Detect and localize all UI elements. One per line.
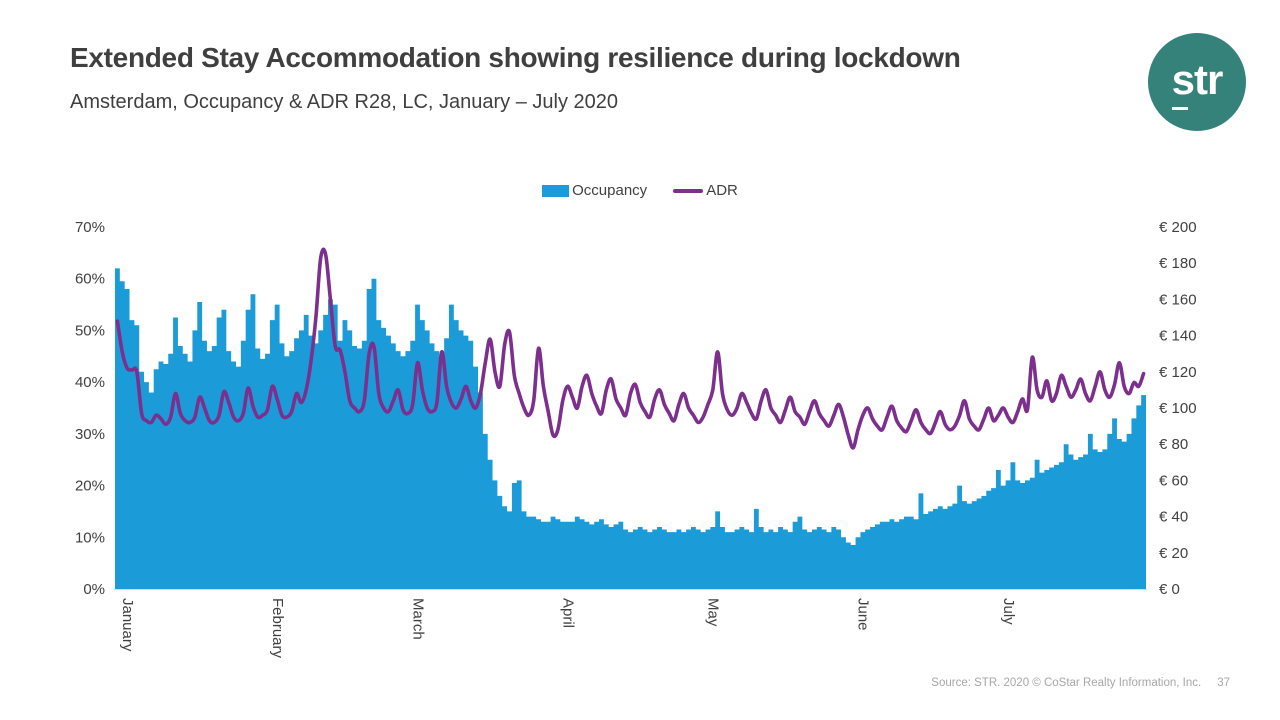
str-logo: str xyxy=(1148,33,1246,131)
x-axis-month-label: May xyxy=(705,598,722,627)
str-logo-text: str xyxy=(1171,56,1224,103)
x-axis-month-label: July xyxy=(1000,598,1017,625)
source-text: Source: STR. 2020 © CoStar Realty Inform… xyxy=(931,677,1202,689)
left-axis-tick-label: 50% xyxy=(75,322,105,339)
legend-adr-label: ADR xyxy=(706,182,738,199)
occupancy-bars-series xyxy=(115,268,1146,589)
right-axis-tick-label: € 100 xyxy=(1159,400,1197,417)
right-axis-tick-label: € 180 xyxy=(1159,255,1197,272)
right-axis-tick-label: € 200 xyxy=(1159,219,1197,236)
left-axis-tick-label: 20% xyxy=(75,478,105,495)
adr-swatch-icon xyxy=(673,188,704,193)
page-number: 37 xyxy=(1217,677,1230,689)
left-axis-tick-label: 30% xyxy=(75,426,105,443)
x-axis-month-label: April xyxy=(560,598,577,628)
x-axis-month-label: March xyxy=(409,598,426,640)
legend-item-adr: ADR xyxy=(673,182,738,199)
right-axis-tick-label: € 80 xyxy=(1159,436,1188,453)
page-subtitle: Amsterdam, Occupancy & ADR R28, LC, Janu… xyxy=(70,91,619,113)
page-title: Extended Stay Accommodation showing resi… xyxy=(70,42,961,73)
left-axis-tick-label: 10% xyxy=(75,529,105,546)
right-axis-tick-label: € 60 xyxy=(1159,472,1188,489)
left-axis-tick-label: 60% xyxy=(75,271,105,288)
legend-occupancy-label: Occupancy xyxy=(572,182,648,199)
occupancy-swatch-icon xyxy=(542,184,570,197)
adr-line-series xyxy=(115,247,1146,450)
x-axis-month-label: January xyxy=(119,598,136,652)
right-axis-tick-label: € 0 xyxy=(1159,581,1180,598)
chart-legend: Occupancy ADR xyxy=(0,182,1280,199)
right-axis-tick-label: € 20 xyxy=(1159,545,1188,562)
right-axis-tick-label: € 40 xyxy=(1159,509,1188,526)
right-axis-tick-label: € 160 xyxy=(1159,291,1197,308)
footer: Source: STR. 2020 © CoStar Realty Inform… xyxy=(931,677,1230,689)
left-axis-tick-label: 40% xyxy=(75,374,105,391)
right-axis-tick-label: € 120 xyxy=(1159,364,1197,381)
x-axis-month-label: June xyxy=(855,598,872,631)
legend-item-occupancy: Occupancy xyxy=(542,182,647,199)
left-axis-tick-label: 70% xyxy=(75,219,105,236)
str-logo-underline-icon xyxy=(1172,107,1188,110)
right-axis-tick-label: € 140 xyxy=(1159,328,1197,345)
left-axis-tick-label: 0% xyxy=(83,581,105,598)
x-axis-month-label: February xyxy=(269,598,286,659)
